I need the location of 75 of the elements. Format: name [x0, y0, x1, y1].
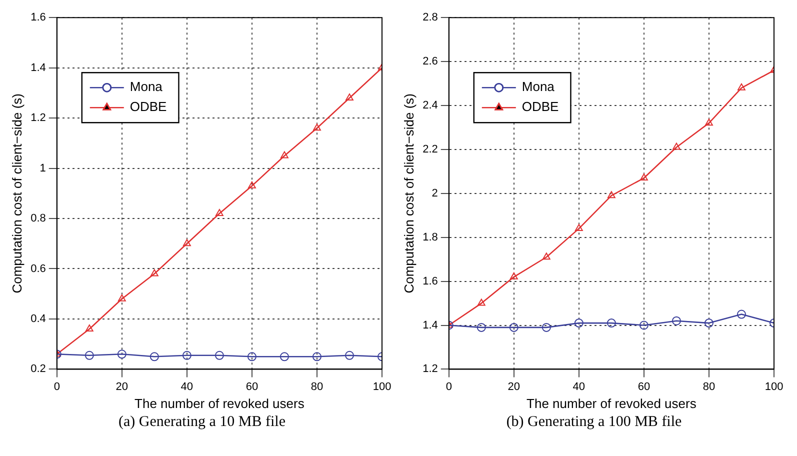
- point: [574, 318, 584, 328]
- point: [738, 83, 746, 90]
- point: [574, 224, 583, 232]
- y-tick-label: 2.4: [422, 100, 438, 112]
- point: [509, 322, 518, 332]
- x-tick-label: 60: [638, 380, 650, 393]
- y-tick-label: 2.6: [422, 56, 438, 68]
- point: [510, 272, 518, 280]
- point: [607, 191, 616, 198]
- text: (b) Generating a 100 MB file: [506, 414, 682, 431]
- y-tick-label: 2: [432, 187, 438, 200]
- y-tick-label: 1.6: [422, 275, 438, 288]
- point: [247, 352, 256, 362]
- x-tick-label: 40: [572, 380, 586, 393]
- x-tick-label: 0: [446, 380, 452, 393]
- point: [214, 350, 224, 360]
- y-axis-title: Computation cost of client−side (s): [401, 94, 416, 294]
- y-tick-label: 1.2: [422, 363, 438, 376]
- point: [639, 320, 648, 330]
- x-tick-label: 60: [246, 380, 258, 393]
- y-tick-label: 0.2: [30, 363, 46, 376]
- y-tick-label: 1.6: [30, 12, 46, 24]
- legend-label: Mona: [130, 79, 164, 94]
- point: [344, 350, 354, 360]
- y-tick-label: 1.8: [422, 231, 438, 244]
- point: [346, 93, 354, 100]
- y-tick-label: 0.4: [30, 313, 46, 326]
- point: [182, 239, 191, 246]
- point: [280, 151, 288, 158]
- point: [280, 352, 289, 362]
- x-tick-label: 100: [764, 380, 784, 393]
- x-axis-title: The number of revoked users: [526, 396, 697, 411]
- point: [150, 269, 158, 276]
- point: [476, 322, 486, 332]
- point: [542, 252, 550, 260]
- x-tick-label: 40: [180, 380, 194, 393]
- point: [182, 350, 192, 360]
- point: [672, 142, 680, 150]
- text: (a) Generating a 10 MB file: [118, 414, 286, 431]
- point: [313, 124, 321, 131]
- point: [477, 298, 486, 306]
- point: [312, 352, 322, 362]
- y-tick-label: 1.4: [30, 62, 46, 74]
- y-axis-title: Computation cost of client−side (s): [9, 94, 24, 294]
- x-tick-label: 80: [702, 380, 716, 393]
- y-tick-label: 0.6: [30, 262, 46, 275]
- y-tick-label: 1.2: [30, 112, 46, 124]
- legend-label: Mona: [522, 79, 556, 94]
- y-tick-label: 2.8: [422, 12, 438, 24]
- point: [118, 294, 126, 302]
- legend-label: ODBE: [130, 99, 168, 114]
- point: [672, 316, 681, 326]
- point: [704, 318, 714, 328]
- x-tick-label: 0: [54, 380, 60, 393]
- y-tick-label: 2.2: [422, 143, 438, 156]
- y-tick-label: 1: [40, 162, 46, 174]
- x-tick-label: 100: [372, 380, 392, 393]
- point: [215, 208, 224, 216]
- point: [736, 310, 746, 319]
- point: [150, 352, 159, 362]
- point: [248, 181, 256, 188]
- point: [640, 174, 648, 181]
- y-tick-label: 1.4: [422, 319, 438, 332]
- point: [606, 318, 616, 328]
- point: [705, 118, 713, 126]
- point: [85, 324, 94, 332]
- y-tick-label: 0.8: [30, 212, 46, 225]
- x-tick-label: 20: [116, 380, 128, 393]
- point: [117, 350, 126, 359]
- x-tick-label: 20: [508, 380, 520, 393]
- x-tick-label: 80: [310, 380, 324, 393]
- legend-label: ODBE: [522, 99, 560, 114]
- point: [84, 350, 94, 360]
- x-axis-title: The number of revoked users: [134, 396, 305, 411]
- point: [542, 322, 551, 332]
